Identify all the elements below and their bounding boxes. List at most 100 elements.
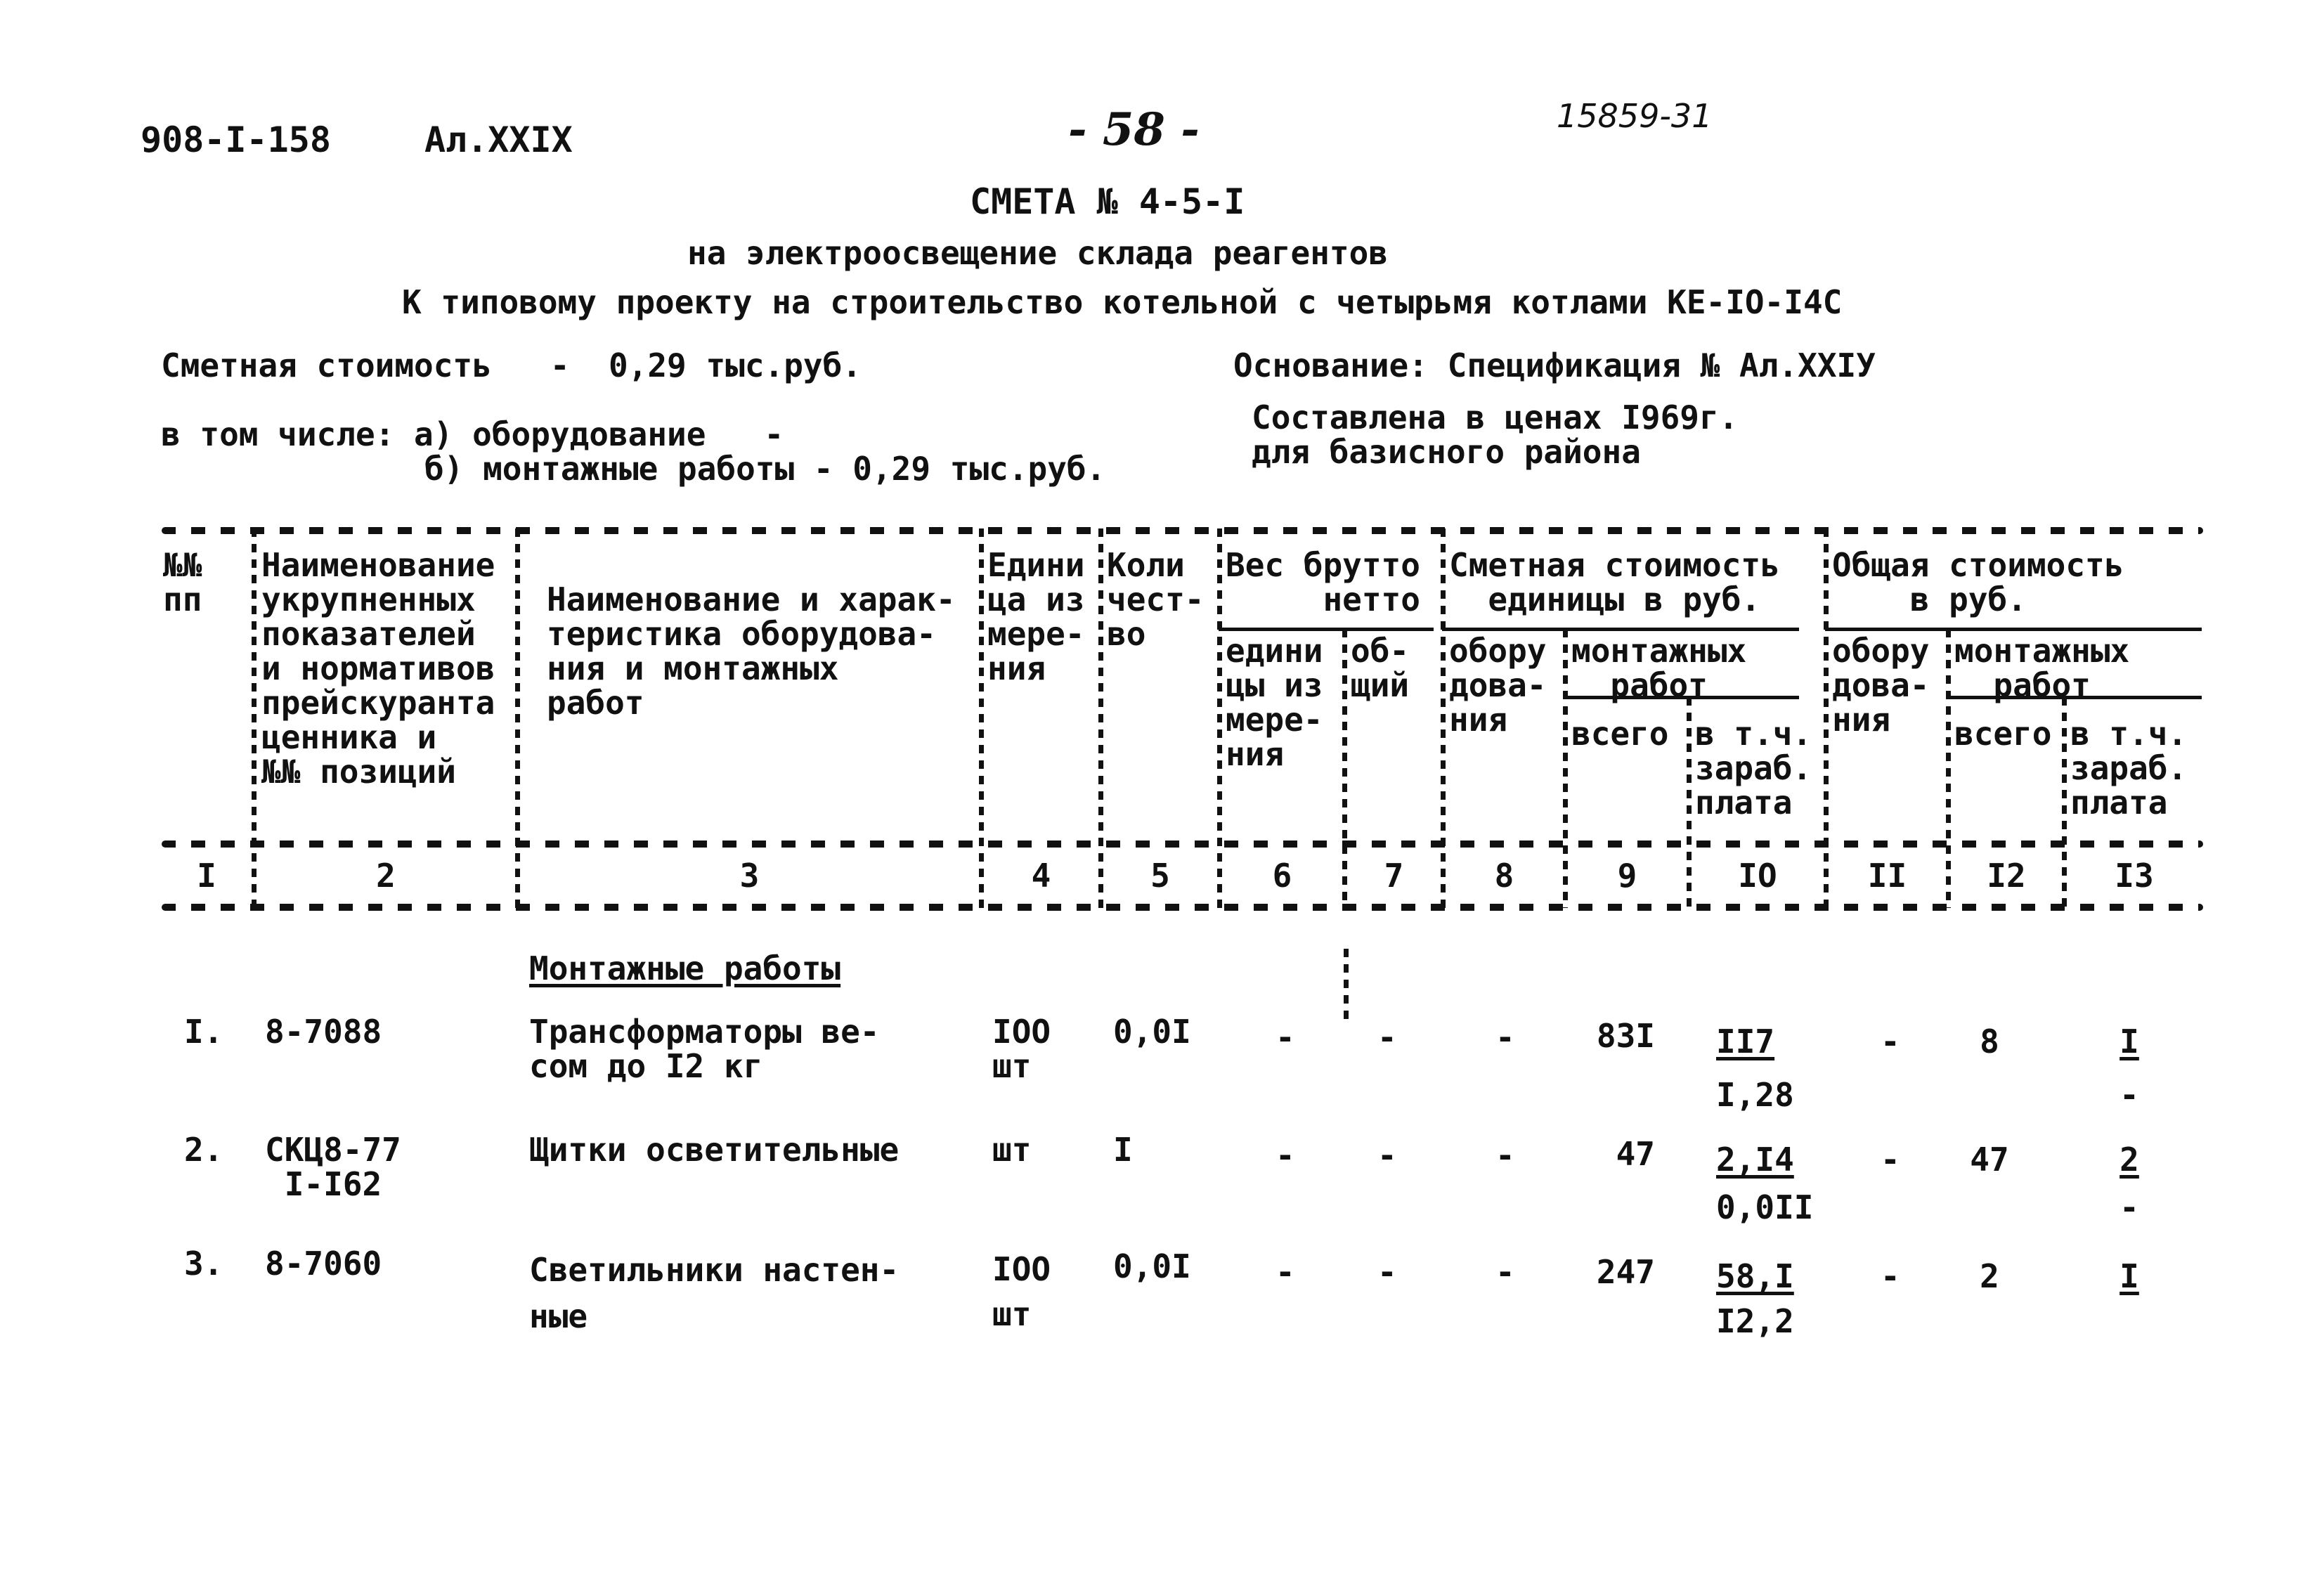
total-install-total: 47 [1970,1141,2009,1179]
column-divider [1441,528,1446,908]
total-install-wages-secondary: - [2119,1188,2139,1226]
header-description: Наименование и харак- теристика оборудов… [547,580,956,722]
album-number: Ал.XXIX [424,119,573,160]
unit-equipment: - [1495,1253,1515,1291]
column-divider [515,528,520,908]
header-unit-cost-group: Сметная стоимость единицы в руб. [1449,546,1780,618]
weight-unit: - [1275,1136,1295,1174]
estimate-title: СМЕТА № 4-5-I [970,181,1245,222]
item-name: Щитки осветительные [529,1131,900,1169]
header-quantity: Коли чест- во [1107,546,1205,653]
quantity: 0,0I [1113,1013,1191,1051]
row-number: 3. [184,1245,223,1283]
total-install-wages: I [2119,1023,2139,1060]
header-row-number: №№ пп [163,546,202,618]
header-unit: Едини ца из мере- ния [987,546,1085,687]
header-unit-install-total: всего [1571,715,1669,753]
header-weight-unit: едини цы из мере- ния [1226,632,1323,773]
price-basis: Составлена в ценах I969г. для базисного … [1252,398,1739,471]
header-total-install-total: всего [1954,715,2052,753]
total-equipment: - [1881,1257,1900,1295]
column-number: I2 [1987,857,2026,895]
column-divider [1946,629,1951,908]
quantity: I [1113,1131,1133,1169]
header-total-install-wages: в т.ч. зараб. плата [2070,715,2188,822]
column-number: 7 [1384,857,1404,895]
norm-code: 8-7060 [265,1245,382,1283]
unit-equipment: - [1495,1136,1515,1174]
basis: Основание: Спецификация № Ал.XXIУ [1233,346,1876,384]
header-total-installation: монтажных работ [1954,632,2130,704]
total-install-total: 2 [1980,1257,1999,1295]
archive-stamp: 15859-31 [1557,97,1713,135]
unit-cost-subheader-rule [1442,628,1799,631]
unit-install-wages-secondary: 0,0II [1716,1188,1814,1226]
total-install-rule [1947,696,2202,699]
column-divider [1824,528,1829,908]
header-unit-equipment: обору дова- ния [1449,632,1547,739]
column-number: 5 [1150,857,1170,895]
norm-code: СКЦ8-77 I-I62 [265,1131,401,1203]
header-total-equipment: обору дова- ния [1832,632,1930,739]
total-equipment: - [1881,1141,1900,1179]
unit: IOO шт [992,1250,1051,1333]
estimate-subtitle: на электроосвещение склада реагентов [687,234,1388,272]
quantity: 0,0I [1113,1247,1191,1285]
column-divider [1344,949,1349,1026]
column-number: 2 [376,857,396,895]
unit-install-wages: 2,I4 [1716,1141,1794,1179]
unit-install-wages-secondary: I2,2 [1716,1302,1794,1340]
total-cost-subheader-rule [1825,628,2202,631]
header-weight-group: Вес брутто нетто [1226,546,1420,618]
unit: IOO шт [992,1013,1051,1085]
including-installation: б) монтажные работы - 0,29 тыс.руб. [424,450,1106,488]
unit-install-total: 247 [1596,1253,1655,1291]
column-number: 3 [739,857,760,895]
header-norm-code: Наименование укрупненных показателей и н… [261,546,495,791]
total-install-wages: I [2119,1257,2139,1295]
numbers-bottom-rule [162,904,2203,911]
header-bottom-rule [162,841,2203,848]
column-divider [1563,629,1568,908]
total-install-wages-secondary: - [2119,1076,2139,1114]
column-divider [1687,697,1692,908]
column-number: 4 [1031,857,1051,895]
column-divider [1217,528,1222,908]
column-divider [1342,629,1347,908]
weight-total: - [1377,1253,1397,1291]
column-number: II [1867,857,1907,895]
column-divider [1098,528,1103,908]
column-number: 8 [1494,857,1514,895]
norm-code: 8-7088 [265,1013,382,1051]
weight-subheader-rule [1219,628,1434,631]
page-number: - 58 - [1068,103,1200,156]
row-number: 2. [184,1131,223,1169]
column-divider [252,528,257,908]
item-name: Трансформаторы ве- сом до I2 кг [529,1013,880,1085]
including-equipment: в том числе: а) оборудование - [161,415,784,453]
project-reference: К типовому проекту на строительство коте… [402,283,1843,321]
column-number: 9 [1617,857,1637,895]
column-number: IO [1738,857,1777,895]
unit-install-total: 83I [1596,1017,1655,1055]
table-top-rule [162,527,2203,534]
total-equipment: - [1881,1023,1900,1060]
row-number: I. [184,1013,223,1051]
column-divider [2062,697,2067,908]
column-divider [979,528,984,908]
total-install-wages: 2 [2119,1141,2139,1179]
unit-install-wages: 58,I [1716,1257,1794,1295]
column-number: 6 [1272,857,1292,895]
item-name: Светильники настен- ные [529,1251,900,1335]
weight-total: - [1377,1018,1397,1056]
header-unit-installation: монтажных работ [1571,632,1747,704]
unit: шт [992,1131,1032,1169]
unit-install-wages: II7 [1716,1023,1775,1060]
weight-unit: - [1275,1253,1295,1291]
header-total-cost-group: Общая стоимость в руб. [1832,546,2124,618]
header-unit-install-wages: в т.ч. зараб. плата [1695,715,1812,822]
header-weight-total: об- щий [1351,632,1410,704]
doc-code: 908-I-158 [141,119,331,160]
unit-install-rule [1564,696,1799,699]
